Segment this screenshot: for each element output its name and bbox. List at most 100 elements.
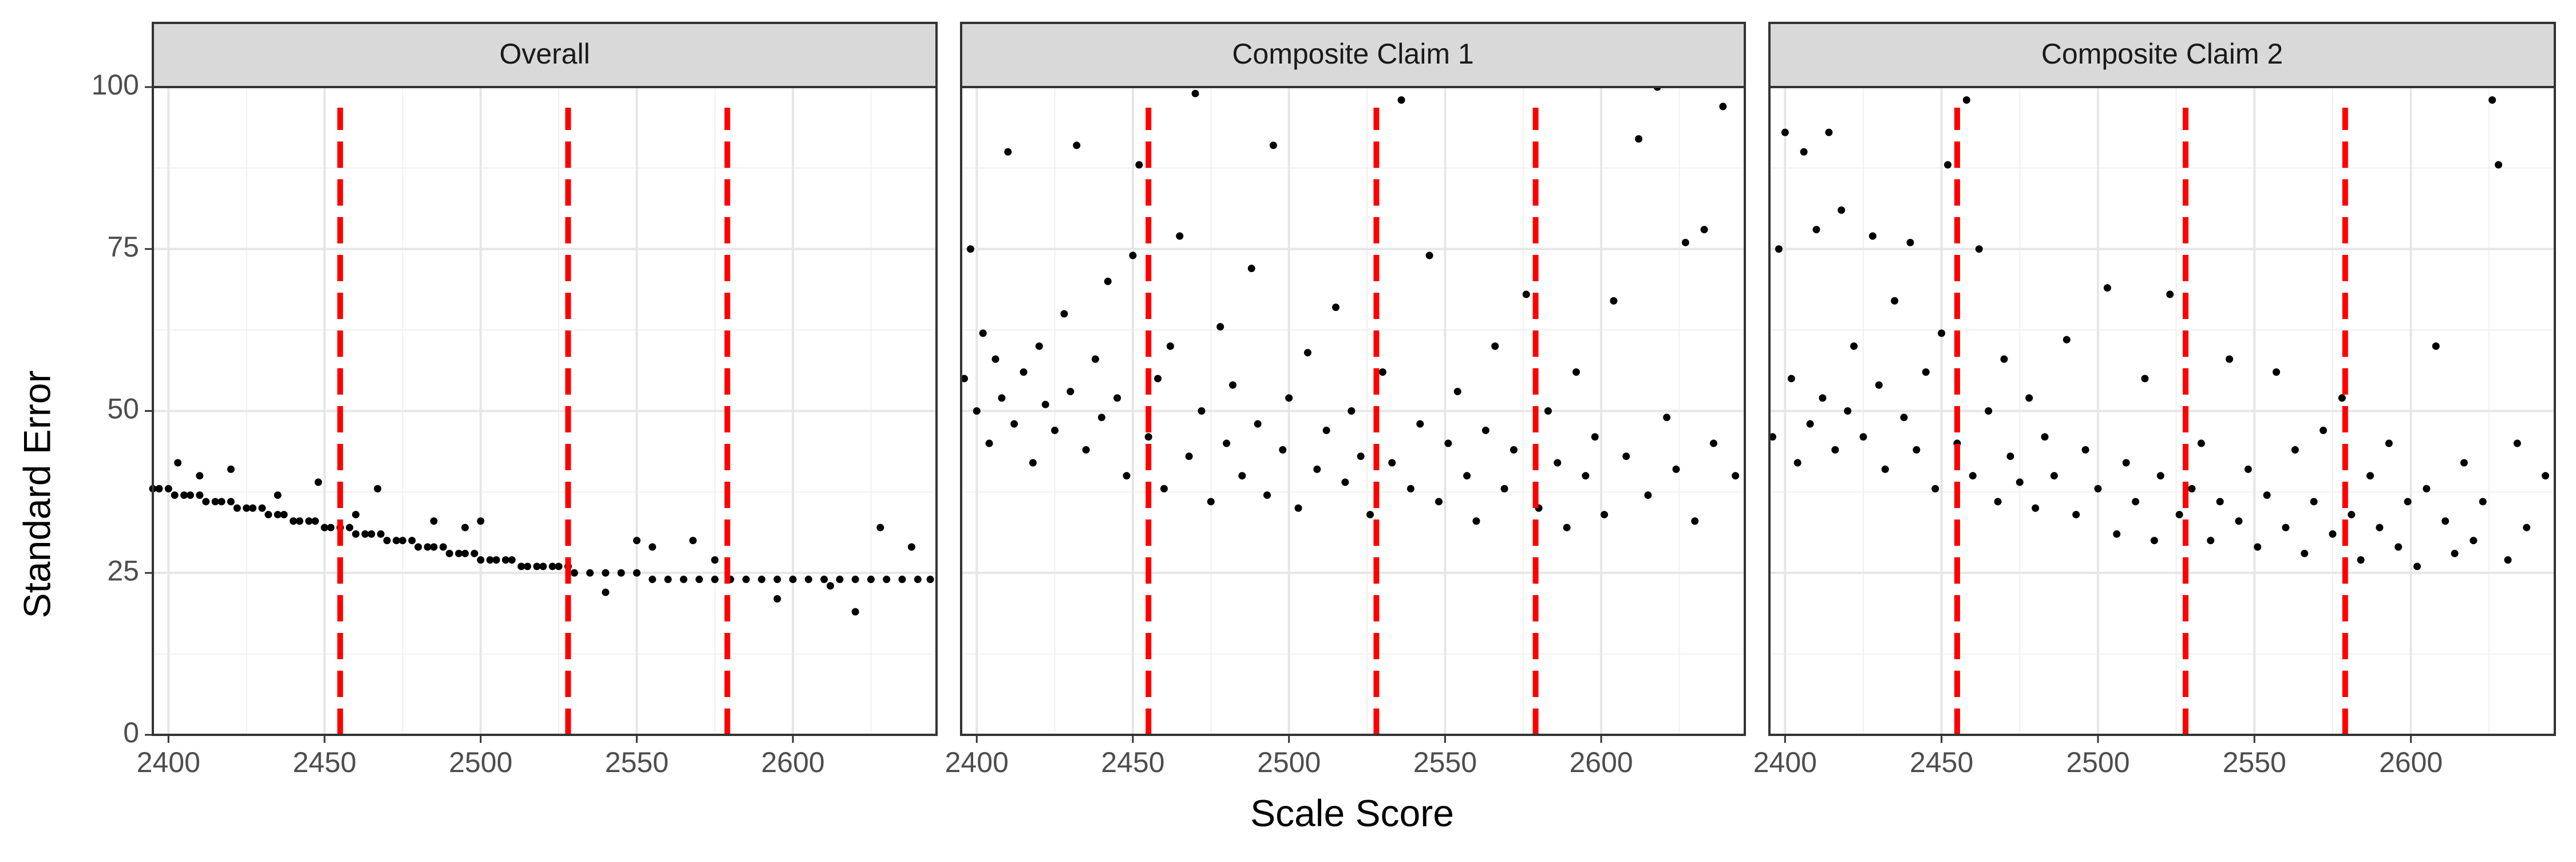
point	[533, 562, 541, 570]
point	[851, 608, 859, 616]
point	[1229, 381, 1237, 389]
point	[570, 569, 578, 577]
point	[617, 569, 625, 577]
point	[1066, 388, 1074, 396]
point	[2032, 504, 2040, 512]
point	[2025, 394, 2033, 402]
point	[2103, 284, 2111, 292]
point	[1285, 394, 1293, 402]
point	[1962, 96, 1970, 104]
point	[155, 485, 163, 493]
point	[1185, 452, 1193, 460]
point	[1601, 510, 1609, 518]
point	[1768, 433, 1776, 441]
point	[820, 576, 828, 584]
point	[2385, 439, 2393, 447]
point	[1868, 232, 1876, 240]
point	[1341, 478, 1349, 486]
point	[2166, 290, 2174, 298]
point	[1254, 420, 1262, 428]
point	[1554, 459, 1562, 467]
point	[773, 595, 781, 603]
point	[1806, 420, 1814, 428]
point	[1622, 452, 1630, 460]
point	[1223, 439, 1231, 447]
point	[2479, 498, 2487, 506]
point	[1073, 141, 1081, 149]
x-tick-label: 2450	[293, 746, 356, 778]
point	[1500, 485, 1508, 493]
point	[1922, 368, 1930, 376]
x-tick-label: 2400	[1753, 746, 1817, 778]
point	[321, 524, 329, 532]
point	[1775, 245, 1783, 253]
point	[461, 524, 469, 532]
point	[430, 517, 438, 525]
facet-strip	[1768, 22, 2556, 88]
point	[979, 329, 987, 337]
point	[477, 517, 485, 525]
x-tick-label: 2450	[1910, 746, 1973, 778]
point	[633, 537, 641, 545]
point	[274, 491, 282, 499]
point	[1913, 446, 1921, 454]
point	[2357, 556, 2365, 564]
point	[517, 562, 526, 570]
point	[827, 582, 835, 590]
point	[445, 549, 453, 557]
point	[1931, 485, 1939, 493]
point	[548, 562, 556, 570]
x-tick-label: 2550	[1413, 746, 1477, 778]
point	[1522, 290, 1530, 298]
point	[439, 543, 447, 551]
point	[2395, 543, 2403, 551]
point	[1906, 238, 1914, 246]
point	[1160, 485, 1168, 493]
point	[249, 504, 257, 512]
point	[524, 562, 532, 570]
point	[1313, 465, 1321, 473]
point	[1097, 414, 1105, 422]
point	[501, 556, 509, 564]
point	[2495, 161, 2503, 169]
point	[2423, 485, 2431, 493]
point	[455, 549, 463, 557]
point	[408, 537, 416, 545]
point	[1463, 472, 1471, 480]
point	[1166, 342, 1174, 350]
point	[2282, 524, 2290, 532]
point	[966, 245, 974, 253]
point	[1269, 141, 1277, 149]
x-tick-label: 2400	[137, 746, 200, 778]
point	[907, 543, 915, 551]
point	[914, 576, 922, 584]
point	[1891, 297, 1899, 305]
point	[773, 576, 781, 584]
point	[264, 510, 272, 518]
point	[1572, 368, 1580, 376]
point	[1060, 310, 1068, 318]
point	[392, 537, 400, 545]
point	[2366, 472, 2374, 480]
point	[1732, 472, 1740, 480]
point	[1388, 459, 1396, 467]
point	[1544, 407, 1552, 415]
point	[1787, 375, 1795, 383]
point	[711, 576, 719, 584]
point	[2188, 485, 2196, 493]
point	[471, 549, 479, 557]
point	[1582, 472, 1590, 480]
facet-strip	[960, 22, 1746, 88]
point	[2072, 510, 2080, 518]
point	[374, 485, 382, 493]
point	[274, 510, 282, 518]
point	[1472, 517, 1480, 525]
point	[1819, 394, 1827, 402]
point	[311, 517, 319, 525]
point	[1406, 485, 1415, 493]
point	[202, 498, 210, 506]
x-tick-label: 2550	[2223, 746, 2286, 778]
y-tick-label: 75	[107, 231, 139, 263]
facet-strip	[152, 22, 938, 88]
point	[2513, 439, 2521, 447]
